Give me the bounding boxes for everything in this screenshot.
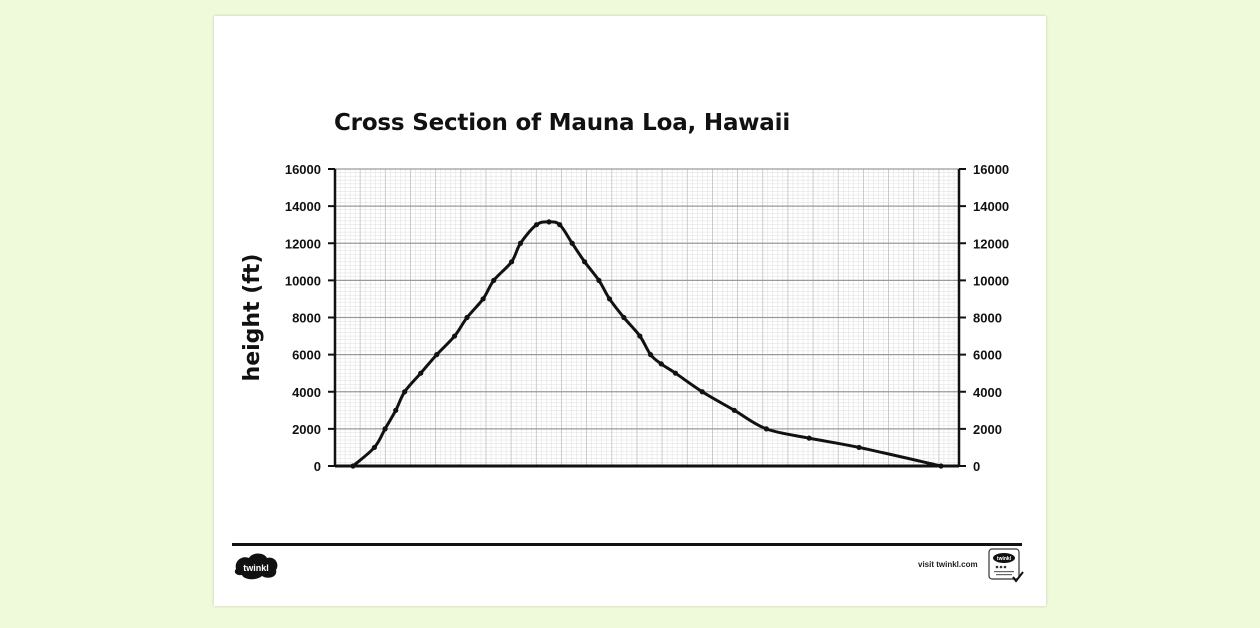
y-tick-label-right: 8000 [973, 311, 1002, 326]
footer-divider [232, 543, 1022, 546]
quality-badge-icon: twinkl [988, 548, 1024, 583]
data-point [402, 389, 408, 395]
y-tick-label-right: 14000 [973, 199, 1009, 214]
y-axis-label: height (ft) [240, 254, 265, 382]
data-point [418, 370, 424, 376]
twinkl-logo-icon: twinkl [234, 553, 278, 580]
y-tick-label-left: 4000 [292, 385, 321, 400]
y-tick-label-right: 10000 [973, 273, 1009, 288]
y-tick-label-left: 16000 [285, 162, 321, 177]
y-tick-label-right: 0 [973, 459, 980, 474]
data-point [856, 444, 862, 451]
data-point [557, 222, 563, 228]
data-point [491, 277, 497, 283]
y-tick-label-left: 6000 [292, 348, 321, 363]
data-point [699, 389, 705, 395]
data-point [382, 426, 388, 432]
data-point [480, 296, 486, 302]
data-point [672, 370, 679, 376]
data-point [763, 426, 769, 432]
y-tick-label-left: 8000 [292, 311, 321, 326]
data-point [582, 259, 588, 265]
data-point [621, 314, 627, 321]
data-point [546, 219, 552, 225]
data-point [569, 240, 575, 246]
data-point [606, 296, 613, 302]
data-point [517, 240, 524, 246]
data-point [731, 407, 737, 413]
y-tick-label-right: 4000 [973, 385, 1002, 400]
data-point [434, 352, 440, 358]
data-point [508, 259, 515, 265]
data-point [658, 361, 664, 367]
data-point [451, 333, 458, 339]
y-tick-label-right: 6000 [973, 348, 1002, 363]
y-tick-label-right: 2000 [973, 422, 1002, 437]
y-tick-label-right: 12000 [973, 236, 1009, 251]
y-tick-label-left: 2000 [292, 422, 321, 437]
logo-text: twinkl [243, 563, 269, 573]
y-tick-label-left: 14000 [285, 199, 321, 214]
chart-title: Cross Section of Mauna Loa, Hawaii [334, 110, 790, 136]
data-point [637, 333, 643, 339]
data-point [464, 314, 470, 321]
data-point [393, 407, 399, 413]
data-point [533, 222, 540, 228]
y-tick-label-right: 16000 [973, 162, 1009, 177]
data-point [806, 435, 812, 441]
chart-svg: 0 0 2000 2000 4000 4000 6000 6000 8000 8000 10000 1… [240, 162, 1009, 474]
worksheet-page: Cross Section of Mauna Loa, Hawaii 0 0 200… [214, 16, 1046, 606]
data-point [596, 277, 602, 283]
y-tick-label-left: 12000 [285, 236, 321, 251]
badge-text: twinkl [997, 556, 1012, 562]
data-point [350, 463, 356, 469]
data-point [938, 463, 944, 469]
data-point [371, 444, 377, 451]
y-tick-label-left: 10000 [285, 273, 321, 288]
data-point [647, 352, 654, 358]
y-tick-label-left: 0 [314, 459, 321, 474]
visit-link[interactable]: visit twinkl.com [918, 560, 978, 569]
